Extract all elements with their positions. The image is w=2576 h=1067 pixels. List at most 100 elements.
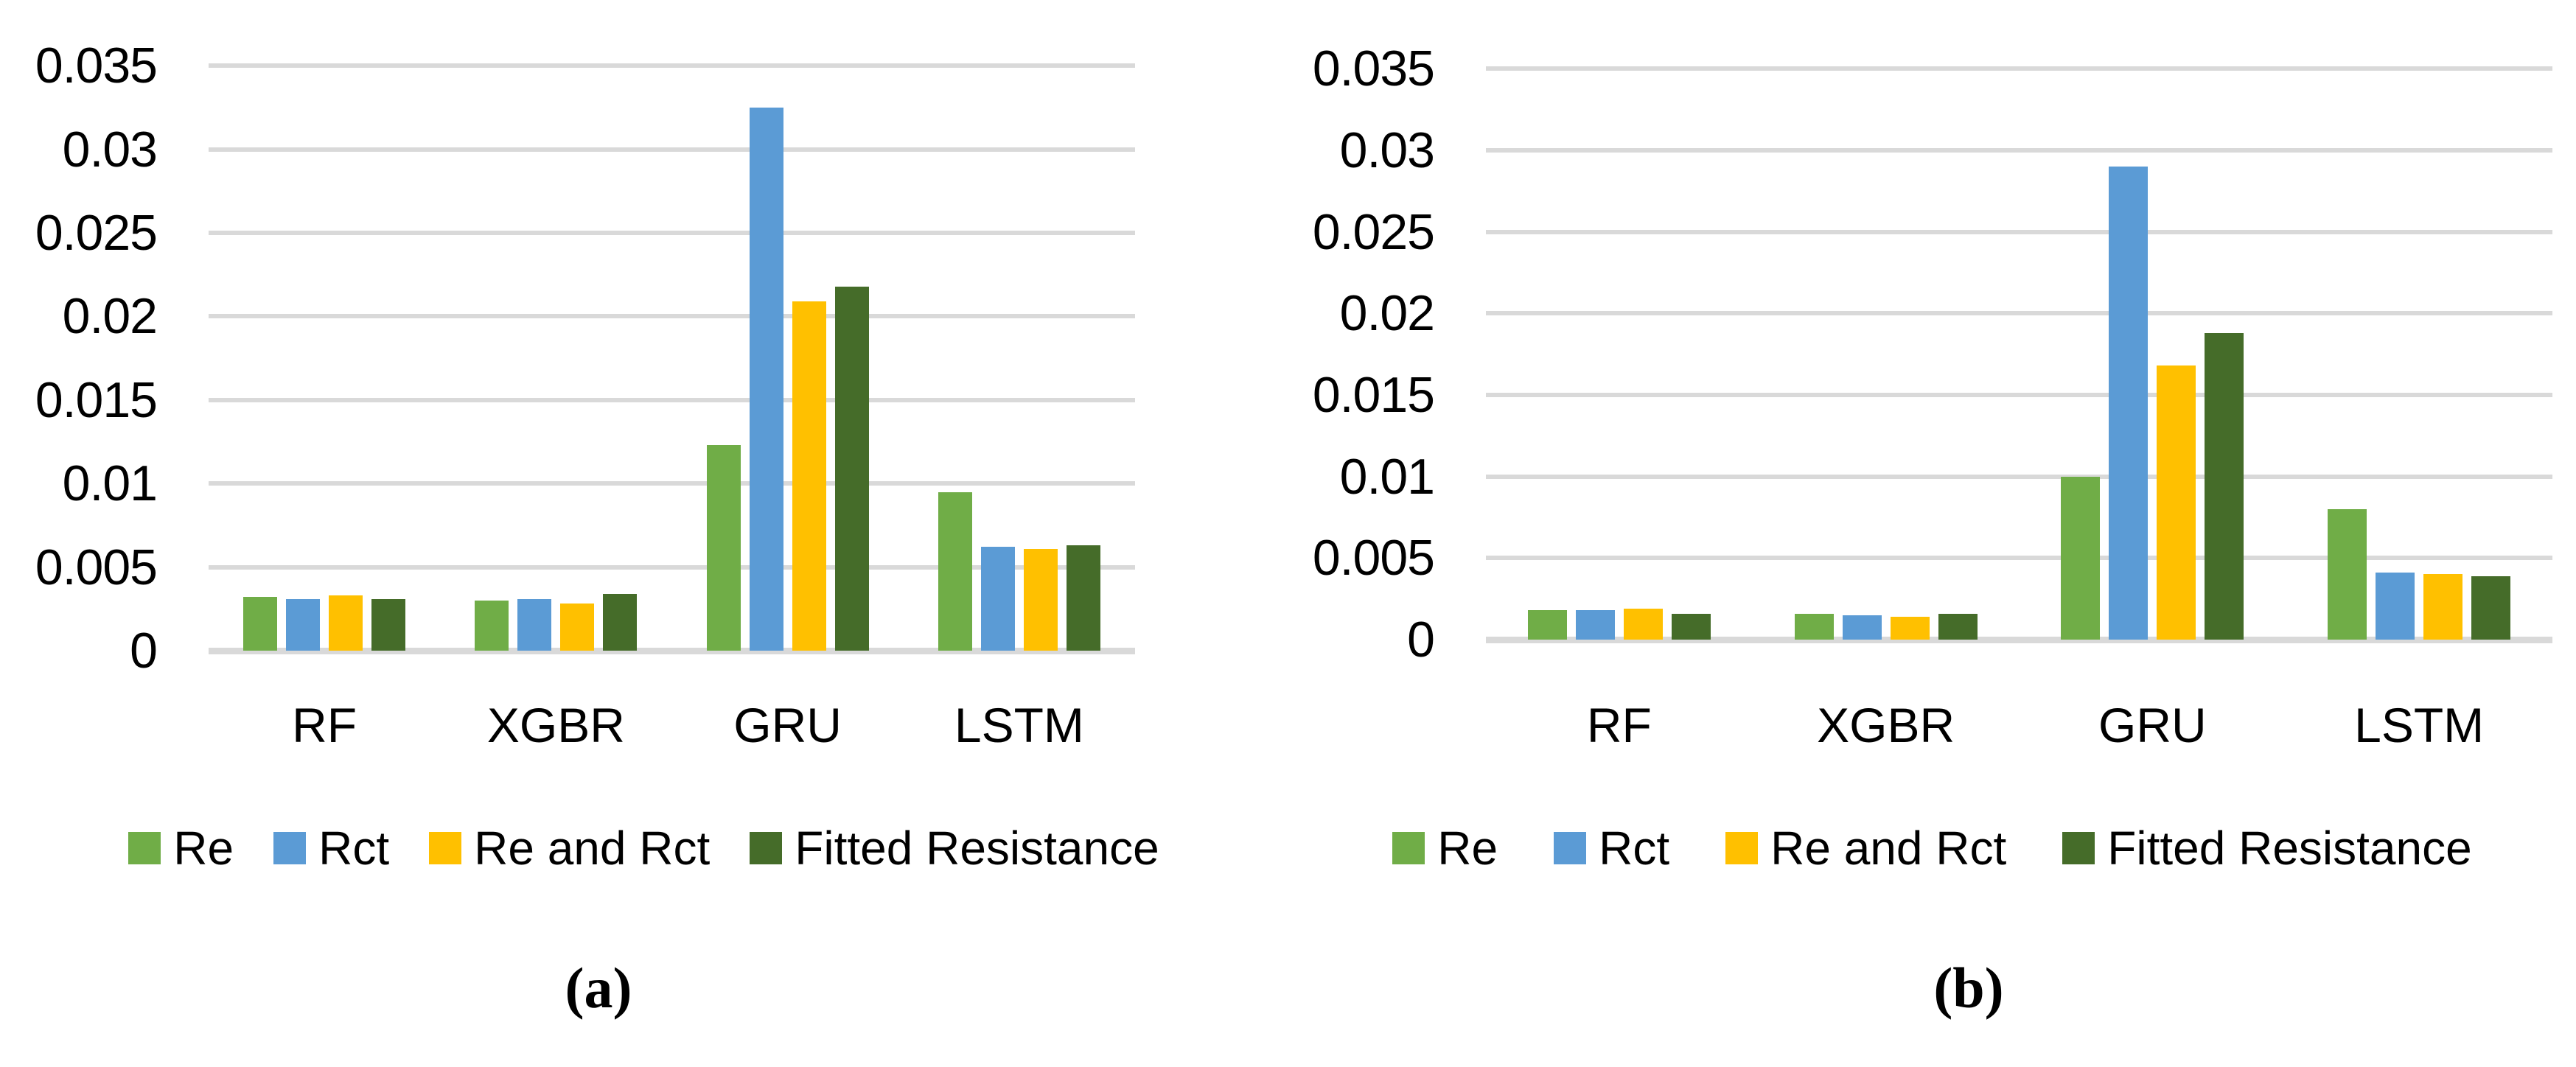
category-label-LSTM: LSTM <box>954 698 1084 752</box>
legend-item-Fitted-Resistance: Fitted Resistance <box>2062 821 2472 875</box>
y-tick-label-0.03: 0.03 <box>62 121 158 178</box>
bar-Re-RF <box>243 596 278 651</box>
y-tick-label-0.015: 0.015 <box>1312 366 1435 423</box>
y-tick-label-0.025: 0.025 <box>35 205 158 261</box>
gridline-0.005 <box>1486 556 2552 560</box>
gridline-0.005 <box>209 565 1135 570</box>
chart-b-legend: Re Rct Re and Rct Fitted Resistance <box>1288 821 2576 875</box>
legend-item-Rct: Rct <box>273 821 389 875</box>
bar-group-LSTM <box>904 66 1135 651</box>
category-label-GRU: GRU <box>2098 698 2207 752</box>
legend-item-Re-and-Rct: Re and Rct <box>1725 821 2006 875</box>
chart-a: 0 0.005 0.01 0.015 0.02 0.025 0.03 0.035 RF XGBR… <box>0 38 1288 1020</box>
y-tick-label-0.005: 0.005 <box>35 539 158 595</box>
legend-swatch-Rct <box>1554 832 1587 864</box>
y-tick-label-0.035: 0.035 <box>1312 41 1435 97</box>
legend-swatch-Re-and-Rct <box>429 832 462 864</box>
bar-Rct-XGBR <box>1842 615 1882 640</box>
bar-group-GRU <box>672 66 904 651</box>
category-label-XGBR: XGBR <box>486 698 625 752</box>
bar-group-LSTM <box>2286 69 2552 640</box>
category-label-XGBR: XGBR <box>1817 698 1955 752</box>
bar-Re-and-Rct-GRU <box>792 301 826 651</box>
bar-group-RF <box>209 66 440 651</box>
legend-item-Fitted-Resistance: Fitted Resistance <box>750 821 1159 875</box>
legend-label-Re-and-Rct: Re and Rct <box>474 822 711 875</box>
bar-Re-and-Rct-GRU <box>2157 365 2196 640</box>
category-label-RF: RF <box>292 698 357 752</box>
bar-Re-and-Rct-RF <box>329 595 363 651</box>
gridline-0.03 <box>1486 148 2552 153</box>
legend-label-Re: Re <box>1437 822 1498 875</box>
chart-b: 0 0.005 0.01 0.015 0.02 0.025 0.03 0.035 RF XGBR… <box>1288 0 2576 1067</box>
y-tick-label-0: 0 <box>130 623 158 679</box>
y-tick-label-0.01: 0.01 <box>62 455 158 512</box>
zero-gridline <box>1486 637 2552 643</box>
legend-swatch-Rct <box>273 832 307 864</box>
gridline-0.02 <box>1486 311 2552 315</box>
bar-Fitted-Resistance-XGBR <box>1938 613 1978 640</box>
legend-item-Re-and-Rct: Re and Rct <box>429 821 710 875</box>
bar-Re-GRU <box>706 444 741 651</box>
gridline-0.03 <box>209 147 1135 152</box>
y-tick-label-0.02: 0.02 <box>62 288 158 345</box>
bar-Fitted-Resistance-RF <box>1671 613 1711 640</box>
chart-a-caption: (a) <box>565 956 632 1020</box>
bar-Fitted-Resistance-GRU <box>834 286 869 651</box>
legend-swatch-Fitted-Resistance <box>750 832 783 864</box>
gridline-0.015 <box>209 398 1135 402</box>
bar-group-RF <box>1486 69 1753 640</box>
gridline-0.01 <box>209 481 1135 486</box>
legend-label-Fitted-Resistance: Fitted Resistance <box>795 822 1159 875</box>
category-label-LSTM: LSTM <box>2354 698 2485 752</box>
y-tick-label-0.015: 0.015 <box>35 371 158 428</box>
y-tick-label-0: 0 <box>1407 612 1435 668</box>
legend-item-Re: Re <box>128 821 234 875</box>
legend-label-Rct: Rct <box>318 822 390 875</box>
gridline-0.025 <box>209 231 1135 235</box>
bar-Rct-XGBR <box>517 598 552 651</box>
bar-Re-and-Rct-LSTM <box>2423 573 2463 640</box>
legend-label-Re-and-Rct: Re and Rct <box>1770 822 2007 875</box>
zero-gridline <box>209 648 1135 654</box>
bar-Fitted-Resistance-XGBR <box>603 593 638 651</box>
gridline-0.015 <box>1486 393 2552 397</box>
y-tick-label-0.025: 0.025 <box>1312 203 1435 260</box>
legend-swatch-Re <box>1392 832 1425 864</box>
bar-Rct-RF <box>286 598 321 651</box>
y-tick-label-0.03: 0.03 <box>1339 122 1435 178</box>
bar-Re-and-Rct-XGBR <box>560 603 595 651</box>
bar-Fitted-Resistance-RF <box>371 598 406 651</box>
bar-Re-and-Rct-RF <box>1623 608 1663 640</box>
bar-Rct-GRU <box>749 107 783 651</box>
legend-swatch-Fitted-Resistance <box>2062 832 2095 864</box>
bar-Re-XGBR <box>475 600 509 651</box>
gridline-0.035 <box>1486 66 2552 71</box>
bar-Fitted-Resistance-LSTM <box>2471 576 2511 640</box>
legend-label-Re: Re <box>173 822 234 875</box>
legend-label-Rct: Rct <box>1599 822 1670 875</box>
legend-swatch-Re-and-Rct <box>1725 832 1759 864</box>
y-tick-label-0.005: 0.005 <box>1312 530 1435 587</box>
category-label-RF: RF <box>1586 698 1652 752</box>
bar-Re-and-Rct-XGBR <box>1890 616 1930 640</box>
legend-swatch-Re <box>128 832 161 864</box>
legend-item-Re: Re <box>1392 821 1498 875</box>
y-tick-label-0.035: 0.035 <box>35 38 158 94</box>
gridline-0.035 <box>209 63 1135 68</box>
category-label-GRU: GRU <box>733 698 842 752</box>
bar-Re-LSTM <box>938 491 972 651</box>
bar-Rct-RF <box>1575 609 1615 640</box>
gridline-0.025 <box>1486 230 2552 234</box>
bar-Rct-GRU <box>2109 166 2149 640</box>
y-tick-label-0.01: 0.01 <box>1339 448 1435 505</box>
bar-group-GRU <box>2020 69 2286 640</box>
legend-item-Rct: Rct <box>1554 821 1669 875</box>
bar-Fitted-Resistance-GRU <box>2205 332 2244 640</box>
bar-Re-RF <box>1527 609 1567 640</box>
gridline-0.02 <box>209 314 1135 318</box>
legend-label-Fitted-Resistance: Fitted Resistance <box>2107 822 2472 875</box>
chart-a-legend: Re Rct Re and Rct Fitted Resistance <box>0 821 1288 875</box>
gridline-0.01 <box>1486 475 2552 479</box>
